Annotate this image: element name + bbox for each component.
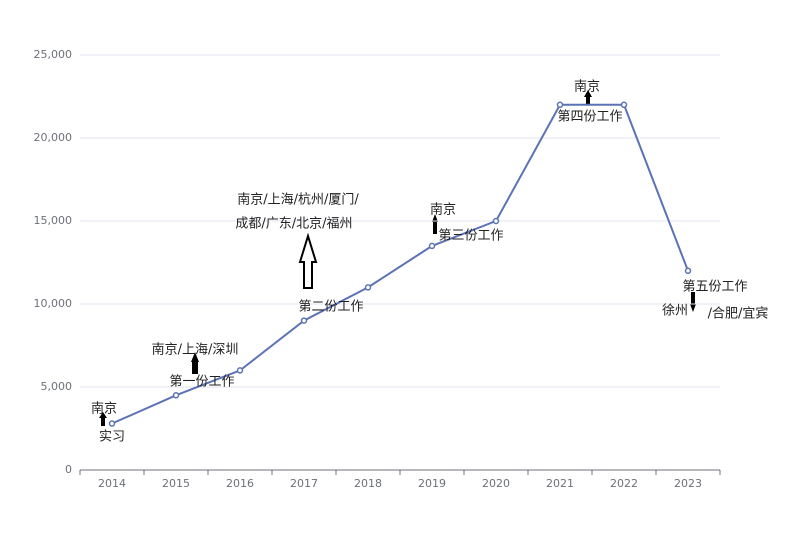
x-tick-label: 2016 xyxy=(226,477,254,490)
annotation: /合肥/宜宾 xyxy=(708,306,769,322)
x-tick-label: 2018 xyxy=(354,477,382,490)
annotation: 第二份工作 xyxy=(298,300,363,315)
arrow xyxy=(298,232,318,289)
annotation: 南京 xyxy=(574,79,600,95)
y-tick-label: 20,000 xyxy=(34,131,73,144)
x-tick-label: 2015 xyxy=(162,477,190,490)
annotation: 南京 xyxy=(91,401,117,417)
point xyxy=(300,317,308,324)
x-tick-label: 2022 xyxy=(610,477,638,490)
annotation: 第三份工作 xyxy=(438,229,503,244)
point xyxy=(492,217,500,225)
annotation: 第一份工作 xyxy=(169,375,234,390)
x-tick-label: 2023 xyxy=(674,477,702,490)
y-tick-label: 0 xyxy=(65,463,72,476)
annotation: 南京 xyxy=(430,202,456,218)
line xyxy=(111,103,689,425)
arrow xyxy=(432,214,438,234)
point xyxy=(556,101,564,109)
x-tick-label: 2017 xyxy=(290,477,318,490)
annotation: 第五份工作 xyxy=(682,280,747,295)
annotation: 南京/上海/杭州/厦门/ xyxy=(237,192,359,208)
x-tick-label: 2014 xyxy=(98,477,126,490)
point xyxy=(108,420,116,427)
point xyxy=(172,392,180,399)
arrow xyxy=(690,292,696,312)
arrows xyxy=(99,90,696,426)
x-tick-label: 2021 xyxy=(546,477,574,490)
arrow xyxy=(191,352,199,374)
point xyxy=(428,242,436,250)
x-tick-label: 2020 xyxy=(482,477,510,490)
arrow xyxy=(584,90,592,104)
point xyxy=(364,284,372,291)
annotation: 实习 xyxy=(99,430,125,445)
y-tick-label: 15,000 xyxy=(34,214,73,227)
y-tick-label: 5,000 xyxy=(41,380,73,393)
x-tick-label: 2019 xyxy=(418,477,446,490)
annotation: 成都/广东/北京/福州 xyxy=(235,217,352,232)
annotation: 徐州 xyxy=(662,304,688,319)
point xyxy=(684,267,692,275)
annotation: 第四份工作 xyxy=(557,110,622,125)
y-tick-label: 25,000 xyxy=(34,48,73,61)
point xyxy=(236,367,244,374)
y-tick-label: 10,000 xyxy=(34,297,73,310)
annotation: 南京/上海/深圳 xyxy=(152,342,239,358)
arrow xyxy=(99,412,107,426)
point xyxy=(620,101,628,109)
